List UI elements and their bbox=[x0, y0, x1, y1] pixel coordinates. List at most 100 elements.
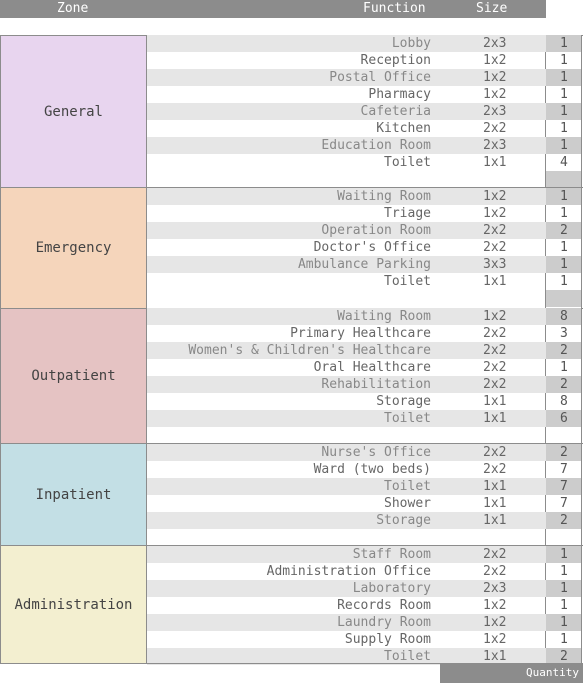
table-row: Primary Healthcare 2x2 bbox=[147, 325, 546, 342]
zone-label: General bbox=[0, 36, 147, 187]
table-row: Storage 1x1 bbox=[147, 512, 546, 529]
table-row: Triage 1x2 bbox=[147, 205, 546, 222]
quantity-cell: 2 bbox=[546, 648, 581, 665]
table-row: Women's & Children's Healthcare 2x2 bbox=[147, 342, 546, 359]
quantity-value: 2 bbox=[560, 377, 568, 392]
function-cell: Women's & Children's Healthcare bbox=[188, 343, 431, 358]
quantity-cell-empty bbox=[546, 529, 581, 546]
quantity-value: 1 bbox=[560, 87, 568, 102]
quantity-cell: 7 bbox=[546, 495, 581, 512]
table-row: Cafeteria 2x3 bbox=[147, 103, 546, 120]
quantity-cell: 3 bbox=[546, 325, 581, 342]
size-cell: 1x2 bbox=[483, 309, 507, 324]
zone-emergency: Emergency bbox=[0, 187, 583, 308]
function-cell: Toilet bbox=[384, 411, 431, 426]
quantity-cell: 1 bbox=[546, 52, 581, 69]
function-cell: Kitchen bbox=[376, 121, 431, 136]
quantity-value: 8 bbox=[560, 309, 568, 324]
function-cell: Doctor's Office bbox=[313, 240, 431, 255]
size-cell: 2x3 bbox=[483, 138, 507, 153]
table-row: Waiting Room 1x2 bbox=[147, 308, 546, 325]
table-row: Toilet 1x1 bbox=[147, 478, 546, 495]
quantity-cell: 1 bbox=[546, 359, 581, 376]
function-cell: Reception bbox=[360, 53, 431, 68]
size-cell: 2x2 bbox=[483, 462, 507, 477]
quantity-value: 1 bbox=[560, 598, 568, 613]
quantity-cell: 1 bbox=[546, 137, 581, 154]
quantity-label: Quantity bbox=[526, 666, 579, 679]
table-row: Shower 1x1 bbox=[147, 495, 546, 512]
table-row: Administration Office 2x2 bbox=[147, 563, 546, 580]
function-cell: Storage bbox=[376, 394, 431, 409]
zone-label: Emergency bbox=[0, 188, 147, 308]
function-cell: Lobby bbox=[391, 36, 431, 51]
size-cell: 2x3 bbox=[483, 104, 507, 119]
quantity-value: 3 bbox=[560, 326, 568, 341]
function-cell: Ward (two beds) bbox=[313, 462, 431, 477]
quantity-cell: 6 bbox=[546, 410, 581, 427]
quantity-value: 1 bbox=[560, 36, 568, 51]
quantity-value: 1 bbox=[560, 189, 568, 204]
quantity-value: 7 bbox=[560, 479, 568, 494]
function-cell: Ambulance Parking bbox=[297, 257, 431, 272]
size-cell: 1x2 bbox=[483, 189, 507, 204]
zone-label: Outpatient bbox=[0, 309, 147, 443]
size-column-header: Size bbox=[476, 1, 508, 16]
size-cell: 2x2 bbox=[483, 343, 507, 358]
quantity-cell: 1 bbox=[546, 597, 581, 614]
function-cell: Staff Room bbox=[352, 547, 431, 562]
table-row: Toilet 1x1 bbox=[147, 410, 546, 427]
quantity-cell: 1 bbox=[546, 239, 581, 256]
quantity-value: 1 bbox=[560, 121, 568, 136]
quantity-value: 1 bbox=[560, 615, 568, 630]
size-cell: 2x2 bbox=[483, 377, 507, 392]
size-cell: 2x3 bbox=[483, 36, 507, 51]
zone-label: Administration bbox=[0, 546, 147, 663]
zone-column-header: Zone bbox=[57, 1, 89, 16]
table-header: Zone Function Size bbox=[0, 0, 546, 18]
size-cell: 2x2 bbox=[483, 240, 507, 255]
quantity-value: 1 bbox=[560, 104, 568, 119]
zone-label: Inpatient bbox=[0, 444, 147, 545]
size-cell: 2x2 bbox=[483, 547, 507, 562]
function-cell: Waiting Room bbox=[337, 309, 431, 324]
quantity-cell: 2 bbox=[546, 376, 581, 393]
size-cell: 1x1 bbox=[483, 155, 507, 170]
function-cell: Administration Office bbox=[266, 564, 431, 579]
quantity-value: 1 bbox=[560, 206, 568, 221]
quantity-value: 1 bbox=[560, 632, 568, 647]
table-row: Supply Room 1x2 bbox=[147, 631, 546, 648]
zone-administration: Administration bbox=[0, 545, 583, 663]
quantity-value: 2 bbox=[560, 223, 568, 238]
quantity-value: 2 bbox=[560, 513, 568, 528]
quantity-cell: 4 bbox=[546, 154, 581, 171]
quantity-cell: 1 bbox=[546, 205, 581, 222]
function-cell: Storage bbox=[376, 513, 431, 528]
size-cell: 1x2 bbox=[483, 598, 507, 613]
size-cell: 1x2 bbox=[483, 87, 507, 102]
function-cell: Toilet bbox=[384, 479, 431, 494]
quantity-value: 2 bbox=[560, 649, 568, 664]
function-cell: Operation Room bbox=[321, 223, 431, 238]
function-cell: Toilet bbox=[384, 649, 431, 664]
quantity-cell: 1 bbox=[546, 120, 581, 137]
quantity-value: 1 bbox=[560, 138, 568, 153]
quantity-cell: 2 bbox=[546, 222, 581, 239]
size-cell: 2x2 bbox=[483, 445, 507, 460]
table-row: Ward (two beds) 2x2 bbox=[147, 461, 546, 478]
size-cell: 1x1 bbox=[483, 411, 507, 426]
size-cell: 2x2 bbox=[483, 326, 507, 341]
quantity-cell: 8 bbox=[546, 393, 581, 410]
quantity-value: 1 bbox=[560, 257, 568, 272]
quantity-cell: 1 bbox=[546, 546, 581, 563]
quantity-value: 2 bbox=[560, 445, 568, 460]
quantity-cell: 8 bbox=[546, 308, 581, 325]
function-cell: Records Room bbox=[337, 598, 431, 613]
size-cell: 1x2 bbox=[483, 206, 507, 221]
function-cell: Toilet bbox=[384, 274, 431, 289]
table-row: Toilet 1x1 bbox=[147, 273, 546, 290]
quantity-value: 8 bbox=[560, 394, 568, 409]
size-cell: 1x1 bbox=[483, 496, 507, 511]
function-cell: Cafeteria bbox=[360, 104, 431, 119]
size-cell: 3x3 bbox=[483, 257, 507, 272]
